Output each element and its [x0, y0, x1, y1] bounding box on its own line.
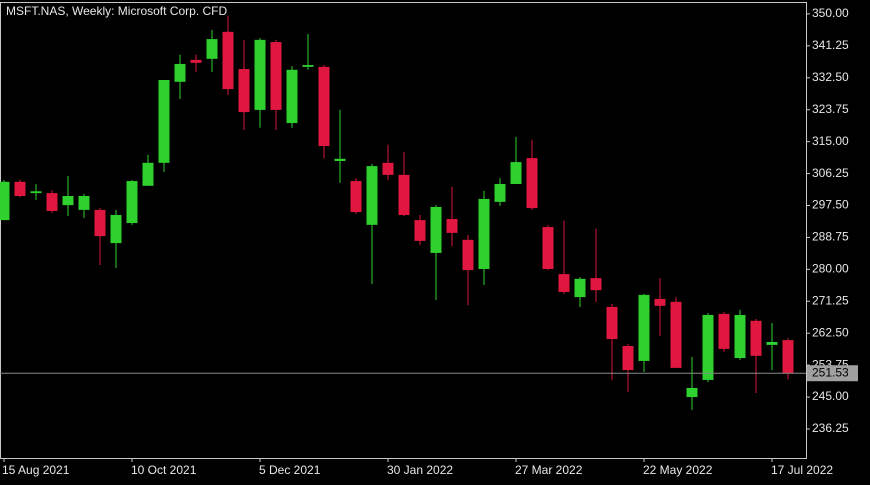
- candle-body: [574, 278, 586, 298]
- plot-area: [0, 15, 794, 410]
- last-price-label: 251.53: [812, 365, 849, 379]
- candle-body: [30, 191, 42, 194]
- candle-body: [110, 214, 122, 244]
- candle-body: [46, 193, 58, 211]
- candle-body: [222, 31, 234, 90]
- y-tick-label: 341.25: [812, 38, 849, 52]
- candle-body: [446, 219, 458, 233]
- candle-body: [366, 166, 378, 225]
- candle-body: [190, 59, 202, 63]
- y-tick-label: 245.00: [812, 389, 849, 403]
- candle-body: [126, 181, 138, 224]
- candle-body: [766, 341, 778, 345]
- candle-body: [782, 340, 794, 374]
- candle-body: [526, 158, 538, 209]
- y-tick-label: 288.75: [812, 230, 849, 244]
- candle-body: [510, 162, 522, 184]
- x-tick-label: 10 Oct 2021: [131, 463, 197, 477]
- candle-body: [622, 345, 634, 371]
- y-tick-label: 297.50: [812, 198, 849, 212]
- candle-body: [158, 79, 170, 163]
- y-tick-label: 262.50: [812, 325, 849, 339]
- candle-body: [590, 278, 602, 291]
- candle-body: [606, 306, 618, 340]
- candle-body: [174, 63, 186, 82]
- y-tick-label: 236.25: [812, 421, 849, 435]
- candle-body: [686, 387, 698, 398]
- candle-body: [718, 313, 730, 349]
- x-tick-label: 15 Aug 2021: [2, 463, 70, 477]
- candle-body: [414, 220, 426, 241]
- candle-body: [558, 274, 570, 292]
- y-tick-label: 280.00: [812, 262, 849, 276]
- candle-body: [302, 65, 314, 67]
- candle-body: [382, 162, 394, 175]
- x-tick-label: 27 Mar 2022: [515, 463, 583, 477]
- y-tick-label: 332.50: [812, 70, 849, 84]
- y-tick-label: 315.00: [812, 134, 849, 148]
- candle-body: [206, 39, 218, 59]
- candle-body: [350, 181, 362, 213]
- x-tick-label: 17 Jul 2022: [771, 463, 833, 477]
- y-tick-label: 323.75: [812, 102, 849, 116]
- candle-body: [78, 196, 90, 210]
- candle-body: [318, 66, 330, 147]
- plot-frame: [0, 2, 807, 459]
- candle-body: [238, 69, 250, 113]
- y-tick-label: 350.00: [812, 6, 849, 20]
- candle-body: [142, 162, 154, 186]
- candle-body: [270, 42, 282, 110]
- last-price-box: [807, 365, 858, 382]
- candle-body: [286, 69, 298, 124]
- candle-body: [94, 209, 106, 237]
- candle-body: [638, 294, 650, 361]
- candle-body: [750, 320, 762, 356]
- candle-body: [702, 314, 714, 380]
- candle-body: [670, 301, 682, 368]
- candle-body: [478, 198, 490, 269]
- candle-body: [734, 314, 746, 359]
- candle-body: [494, 183, 506, 202]
- candle-body: [14, 181, 26, 197]
- x-tick-label: 22 May 2022: [643, 463, 713, 477]
- y-tick-label: 271.25: [812, 293, 849, 307]
- x-tick-label: 30 Jan 2022: [387, 463, 453, 477]
- candle-body: [398, 174, 410, 215]
- candle-body: [334, 158, 346, 161]
- candle-body: [62, 196, 74, 206]
- candle-body: [462, 239, 474, 271]
- chart-title: MSFT.NAS, Weekly: Microsoft Corp. CFD: [6, 4, 227, 18]
- candle-body: [654, 298, 666, 306]
- x-tick-label: 5 Dec 2021: [259, 463, 321, 477]
- candle-body: [254, 39, 266, 110]
- candle-body: [542, 227, 554, 269]
- y-tick-label: 306.25: [812, 166, 849, 180]
- candle-body: [0, 181, 10, 221]
- candle-body: [430, 206, 442, 253]
